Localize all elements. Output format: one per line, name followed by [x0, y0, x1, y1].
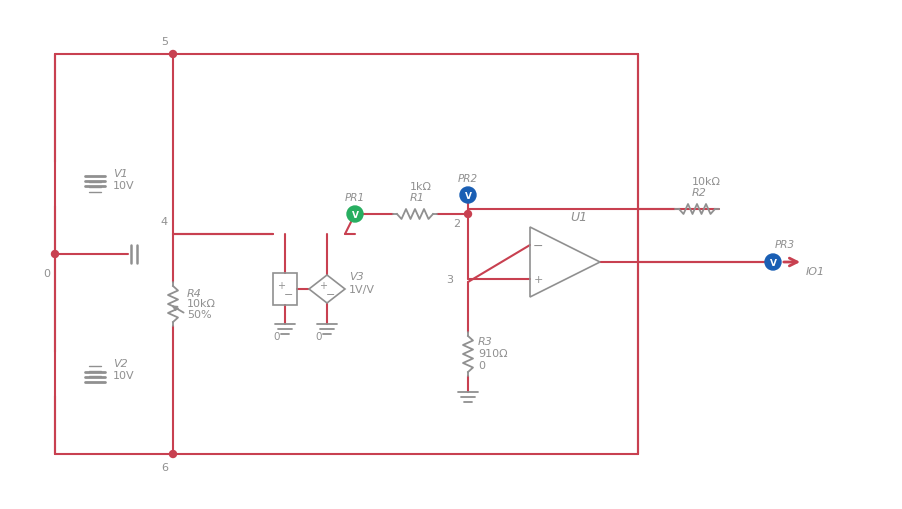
Text: 50%: 50%: [187, 309, 211, 319]
Text: R1: R1: [410, 192, 425, 203]
Text: R2: R2: [691, 188, 706, 197]
Text: V2: V2: [113, 358, 127, 369]
Text: V: V: [769, 259, 776, 267]
Text: 0: 0: [273, 331, 280, 342]
Text: 10kΩ: 10kΩ: [187, 298, 216, 308]
Text: R3: R3: [477, 336, 492, 346]
Text: 2: 2: [453, 218, 459, 229]
Circle shape: [170, 51, 176, 59]
Text: 3: 3: [446, 274, 453, 285]
Text: V1: V1: [113, 168, 127, 179]
Text: 910Ω: 910Ω: [477, 348, 507, 358]
Text: 1kΩ: 1kΩ: [410, 182, 431, 191]
Text: −: −: [326, 290, 336, 299]
Text: PR3: PR3: [774, 240, 795, 249]
Text: 4: 4: [161, 216, 168, 227]
Text: −: −: [532, 239, 543, 252]
Text: 0: 0: [316, 331, 322, 342]
Text: 10V: 10V: [113, 370, 134, 380]
Text: 1V/V: 1V/V: [348, 285, 374, 294]
Text: R4: R4: [187, 289, 202, 298]
Text: U1: U1: [569, 211, 586, 223]
Text: +: +: [277, 280, 285, 291]
Text: 10V: 10V: [113, 181, 134, 191]
Text: +: +: [318, 280, 327, 291]
Text: 5: 5: [161, 37, 168, 47]
Text: PR1: PR1: [345, 192, 364, 203]
Text: V: V: [351, 211, 358, 219]
Circle shape: [764, 254, 780, 270]
Text: −: −: [284, 290, 293, 299]
Circle shape: [346, 207, 363, 222]
Text: 10kΩ: 10kΩ: [691, 177, 720, 187]
Text: 0: 0: [43, 268, 50, 278]
Text: V: V: [464, 191, 471, 201]
Text: 6: 6: [161, 462, 168, 472]
Text: IO1: IO1: [805, 267, 824, 276]
Text: +: +: [533, 274, 542, 285]
Text: PR2: PR2: [457, 174, 477, 184]
Circle shape: [769, 259, 776, 266]
Circle shape: [51, 251, 59, 258]
Circle shape: [464, 211, 471, 218]
Circle shape: [459, 188, 475, 204]
Circle shape: [170, 450, 176, 458]
Text: V3: V3: [348, 271, 364, 281]
Text: 0: 0: [477, 360, 484, 370]
